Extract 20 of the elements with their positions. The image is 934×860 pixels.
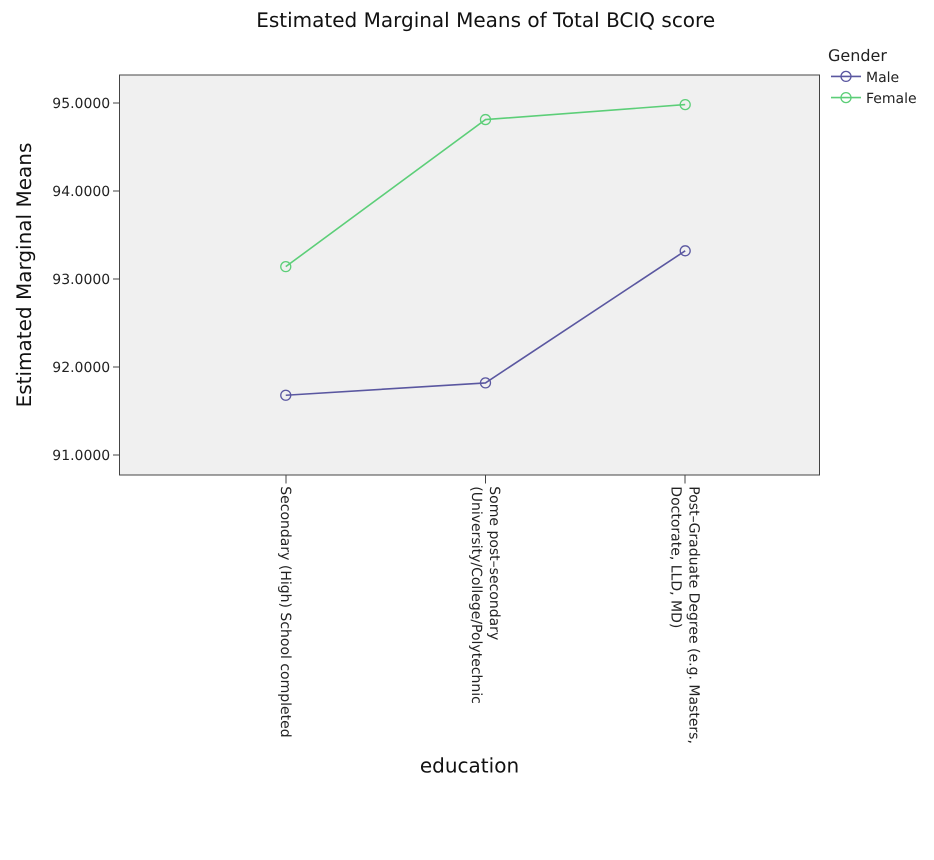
y-tick-label: 94.0000 [52, 184, 110, 200]
point [280, 261, 292, 272]
x-tick-label: Secondary (High) School completed [277, 486, 294, 738]
y-axis-title: Estimated Marginal Means [12, 142, 36, 408]
x-tick-label: Some post–secondary (University/College/Polytechnic [468, 486, 502, 704]
point [480, 114, 492, 126]
legend-label: Male [866, 70, 900, 86]
point [680, 98, 691, 110]
point [680, 245, 691, 256]
x-tick-label: Post–Graduate Degree (e.g. Masters, Doctorate, LLD, MD) [668, 486, 702, 744]
point [480, 377, 492, 389]
x-axis-title: education [420, 753, 520, 778]
y-tick-label: 93.0000 [52, 272, 110, 288]
chart-title: Estimated Marginal Means of Total BCIQ score [256, 8, 716, 32]
legend-label: Female [866, 91, 917, 108]
legend-title: Gender [828, 46, 888, 65]
y-tick-label: 92.0000 [52, 360, 110, 376]
y-tick-label: 95.0000 [52, 96, 110, 112]
y-tick-label: 91.0000 [52, 448, 110, 464]
point [280, 390, 292, 401]
